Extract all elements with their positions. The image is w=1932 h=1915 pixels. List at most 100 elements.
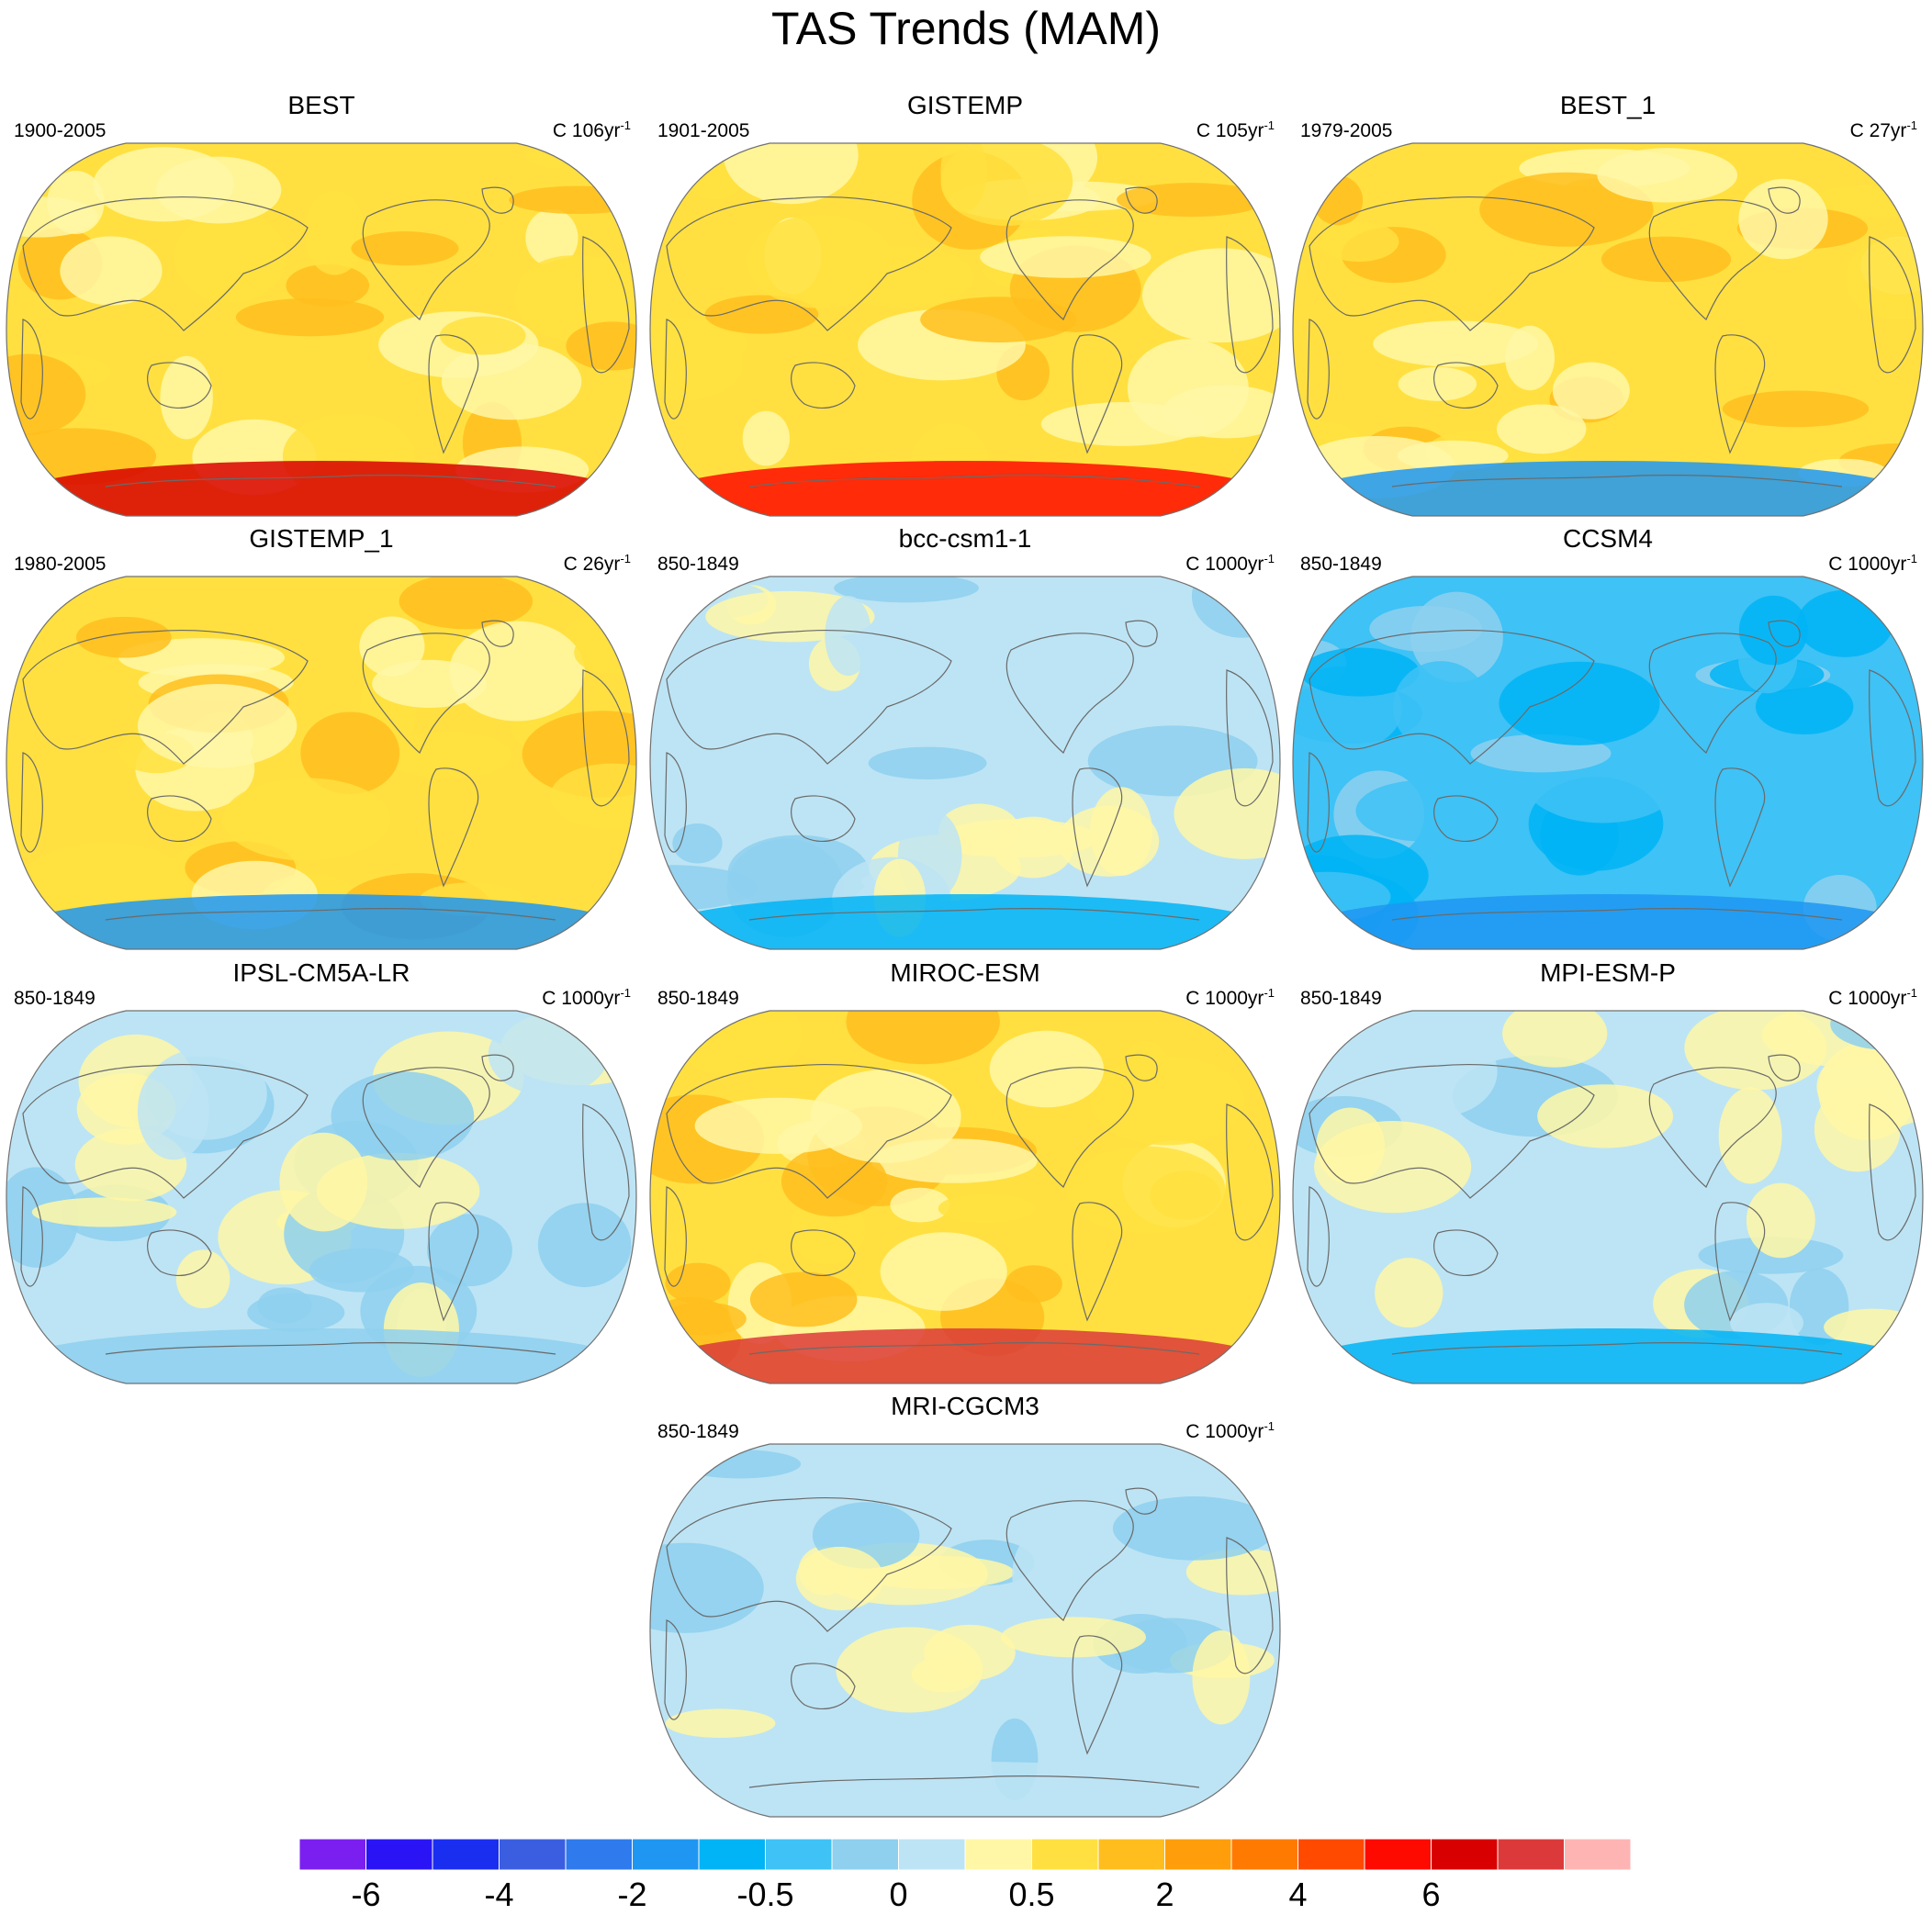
panel-period: 850-1849 bbox=[1300, 988, 1382, 1009]
map-anomaly bbox=[846, 1011, 1000, 1065]
map-anomaly bbox=[286, 263, 370, 308]
coastline bbox=[582, 1103, 630, 1241]
coastline bbox=[666, 630, 952, 765]
map-anomaly bbox=[137, 684, 298, 768]
coastline bbox=[1125, 620, 1158, 647]
coastline bbox=[748, 1342, 1200, 1355]
map-anomaly bbox=[1597, 148, 1738, 203]
colorbar-segment bbox=[1564, 1838, 1632, 1871]
map-border bbox=[1292, 142, 1924, 517]
colorbar-segment bbox=[1497, 1838, 1565, 1871]
map-anomaly bbox=[1312, 175, 1364, 226]
map-panel-gistemp: GISTEMP 1901-2005 C 105yr-1 bbox=[648, 90, 1282, 521]
coastline bbox=[1768, 186, 1801, 214]
map-anomaly bbox=[449, 621, 585, 722]
map-anomaly bbox=[1196, 1715, 1269, 1778]
panel-period: 850-1849 bbox=[657, 1421, 739, 1442]
panel-title: bcc-csm1-1 bbox=[898, 524, 1032, 553]
panel-title: MPI-ESM-P bbox=[1540, 958, 1676, 987]
map-anomaly bbox=[1127, 339, 1249, 438]
coastline bbox=[1768, 1054, 1801, 1081]
map-anomaly bbox=[247, 1293, 345, 1332]
coastline bbox=[147, 362, 212, 409]
colorbar-tick-label: -2 bbox=[617, 1876, 646, 1913]
coastline bbox=[664, 752, 687, 853]
map-anomaly bbox=[1722, 390, 1870, 428]
coastline bbox=[481, 1054, 514, 1081]
map-anomaly bbox=[1479, 172, 1654, 247]
panel-period: 850-1849 bbox=[657, 988, 739, 1009]
map-anomaly bbox=[665, 1708, 776, 1738]
panel-units: C 1000yr-1 bbox=[1828, 552, 1917, 575]
map-anomaly bbox=[1117, 183, 1266, 218]
panel-title: MIROC-ESM bbox=[890, 958, 1040, 987]
map-anomaly bbox=[1738, 595, 1808, 666]
coastline bbox=[1226, 236, 1274, 374]
map-panel-mpi-esm-p: MPI-ESM-P 850-1849 C 1000yr-1 bbox=[1291, 958, 1925, 1389]
map-border bbox=[1292, 576, 1924, 950]
map-svg bbox=[6, 1010, 637, 1384]
map-anomaly bbox=[662, 894, 1268, 949]
map-anomaly bbox=[665, 1262, 731, 1305]
map-anomaly bbox=[715, 734, 848, 785]
chart-title: TAS Trends (MAM) bbox=[770, 3, 1162, 54]
coastline bbox=[1648, 633, 1777, 754]
coastline bbox=[481, 620, 514, 647]
map-anomaly bbox=[662, 1328, 1268, 1383]
colorbar-segment bbox=[365, 1838, 433, 1871]
panel-title: GISTEMP_1 bbox=[249, 524, 394, 553]
coastline bbox=[428, 334, 479, 454]
panel-units: C 1000yr-1 bbox=[542, 986, 631, 1009]
map-anomaly bbox=[662, 1762, 1268, 1817]
coastline bbox=[1714, 1202, 1766, 1322]
map-anomaly bbox=[1141, 248, 1280, 343]
map-anomaly bbox=[1314, 1121, 1472, 1214]
map-anomaly bbox=[525, 208, 578, 267]
panel-period: 1980-2005 bbox=[14, 554, 107, 575]
coastline bbox=[1072, 1202, 1123, 1322]
coastline bbox=[666, 196, 952, 331]
coastline bbox=[1125, 1054, 1158, 1081]
coastline bbox=[1005, 1500, 1134, 1621]
panel-units: C 26yr-1 bbox=[563, 552, 631, 575]
map-anomaly bbox=[1378, 1026, 1498, 1117]
panel-period: 1900-2005 bbox=[14, 120, 107, 141]
coastline bbox=[428, 1202, 479, 1322]
map-anomaly bbox=[670, 1011, 803, 1077]
map-panel-mri-cgcm3: MRI-CGCM3 850-1849 C 1000yr-1 bbox=[648, 1391, 1282, 1822]
coastline bbox=[1714, 767, 1766, 888]
coastline bbox=[582, 669, 630, 807]
map-anomaly bbox=[385, 731, 512, 779]
map-panel-best-1: BEST_1 1979-2005 C 27yr-1 bbox=[1291, 90, 1925, 521]
map-anomaly bbox=[1319, 221, 1399, 263]
coastline bbox=[791, 1229, 856, 1276]
map-anomaly bbox=[279, 1132, 368, 1232]
map-anomaly bbox=[1369, 605, 1483, 652]
coastline bbox=[22, 196, 309, 331]
map-anomaly bbox=[522, 711, 636, 798]
colorbar-segment bbox=[1230, 1838, 1298, 1871]
map-anomaly bbox=[1552, 362, 1630, 420]
map-anomaly bbox=[890, 1187, 950, 1223]
map-anomaly bbox=[441, 342, 582, 420]
map-anomaly bbox=[1192, 1629, 1251, 1725]
map-anomaly bbox=[31, 1197, 177, 1227]
colorbar-segment bbox=[499, 1838, 567, 1871]
colorbar-tick-label: 6 bbox=[1421, 1876, 1440, 1913]
map-anomaly bbox=[694, 1097, 862, 1154]
map-svg bbox=[649, 1443, 1281, 1818]
colorbar-segment bbox=[698, 1838, 766, 1871]
panel-title: BEST_1 bbox=[1559, 91, 1657, 119]
coastline bbox=[1309, 1064, 1595, 1199]
coastline bbox=[1125, 1487, 1158, 1515]
coastline bbox=[666, 1064, 952, 1199]
panel-title: CCSM4 bbox=[1562, 524, 1653, 553]
coastline bbox=[22, 630, 309, 765]
map-anomaly bbox=[940, 143, 1073, 226]
map-anomaly bbox=[75, 616, 172, 658]
map-anomaly bbox=[1185, 1549, 1280, 1596]
map-anomaly bbox=[1796, 589, 1893, 657]
map-anomaly bbox=[18, 461, 624, 516]
map-anomaly bbox=[1089, 787, 1152, 877]
coastline bbox=[1433, 1229, 1499, 1276]
